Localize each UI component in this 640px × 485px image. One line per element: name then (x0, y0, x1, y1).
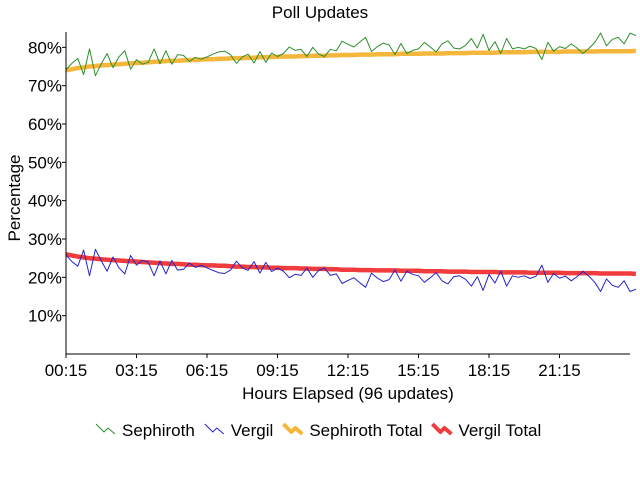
y-tick-label: 30% (28, 230, 62, 249)
x-tick-label: 12:15 (327, 361, 370, 380)
x-tick-label: 00:15 (45, 361, 88, 380)
x-tick-label: 06:15 (186, 361, 229, 380)
legend-label-vergil-total: Vergil Total (458, 421, 541, 440)
y-tick-label: 80% (28, 38, 62, 57)
legend-swatch-sephiroth-total (281, 422, 304, 436)
series-line-sephiroth (65, 32, 637, 77)
legend-label-sephiroth-total: Sephiroth Total (309, 421, 422, 440)
x-tick-label: 09:15 (256, 361, 299, 380)
x-axis-ticks: 00:15 03:15 06:15 09:15 12:15 15:15 18:15 21:15 (45, 354, 581, 380)
y-axis-ticks: 10% 20% 30% 40% 50% 60% 70% 80% (28, 38, 66, 326)
legend-swatch-vergil (204, 423, 225, 435)
y-tick-label: 70% (28, 77, 62, 96)
series-layer (65, 32, 637, 292)
x-tick-label: 18:15 (468, 361, 511, 380)
y-tick-label: 40% (28, 192, 62, 211)
x-tick-label: 21:15 (538, 361, 581, 380)
y-axis-label: Percentage (5, 155, 24, 242)
legend-swatch-vergil-total (431, 422, 453, 436)
series-line-vergil (65, 248, 637, 292)
chart-title: Poll Updates (272, 3, 368, 22)
y-tick-label: 60% (28, 115, 62, 134)
x-axis-label: Hours Elapsed (96 updates) (242, 384, 454, 403)
y-tick-label: 10% (28, 307, 62, 326)
legend-label-sephiroth: Sephiroth (122, 421, 195, 440)
legend-swatch-sephiroth (95, 423, 116, 435)
legend-label-vergil: Vergil (231, 421, 274, 440)
x-tick-label: 03:15 (115, 361, 158, 380)
x-tick-label: 15:15 (397, 361, 440, 380)
legend: Sephiroth Vergil Sephiroth Total Vergil Tot… (95, 421, 541, 440)
y-tick-label: 50% (28, 153, 62, 172)
y-tick-label: 20% (28, 268, 62, 287)
